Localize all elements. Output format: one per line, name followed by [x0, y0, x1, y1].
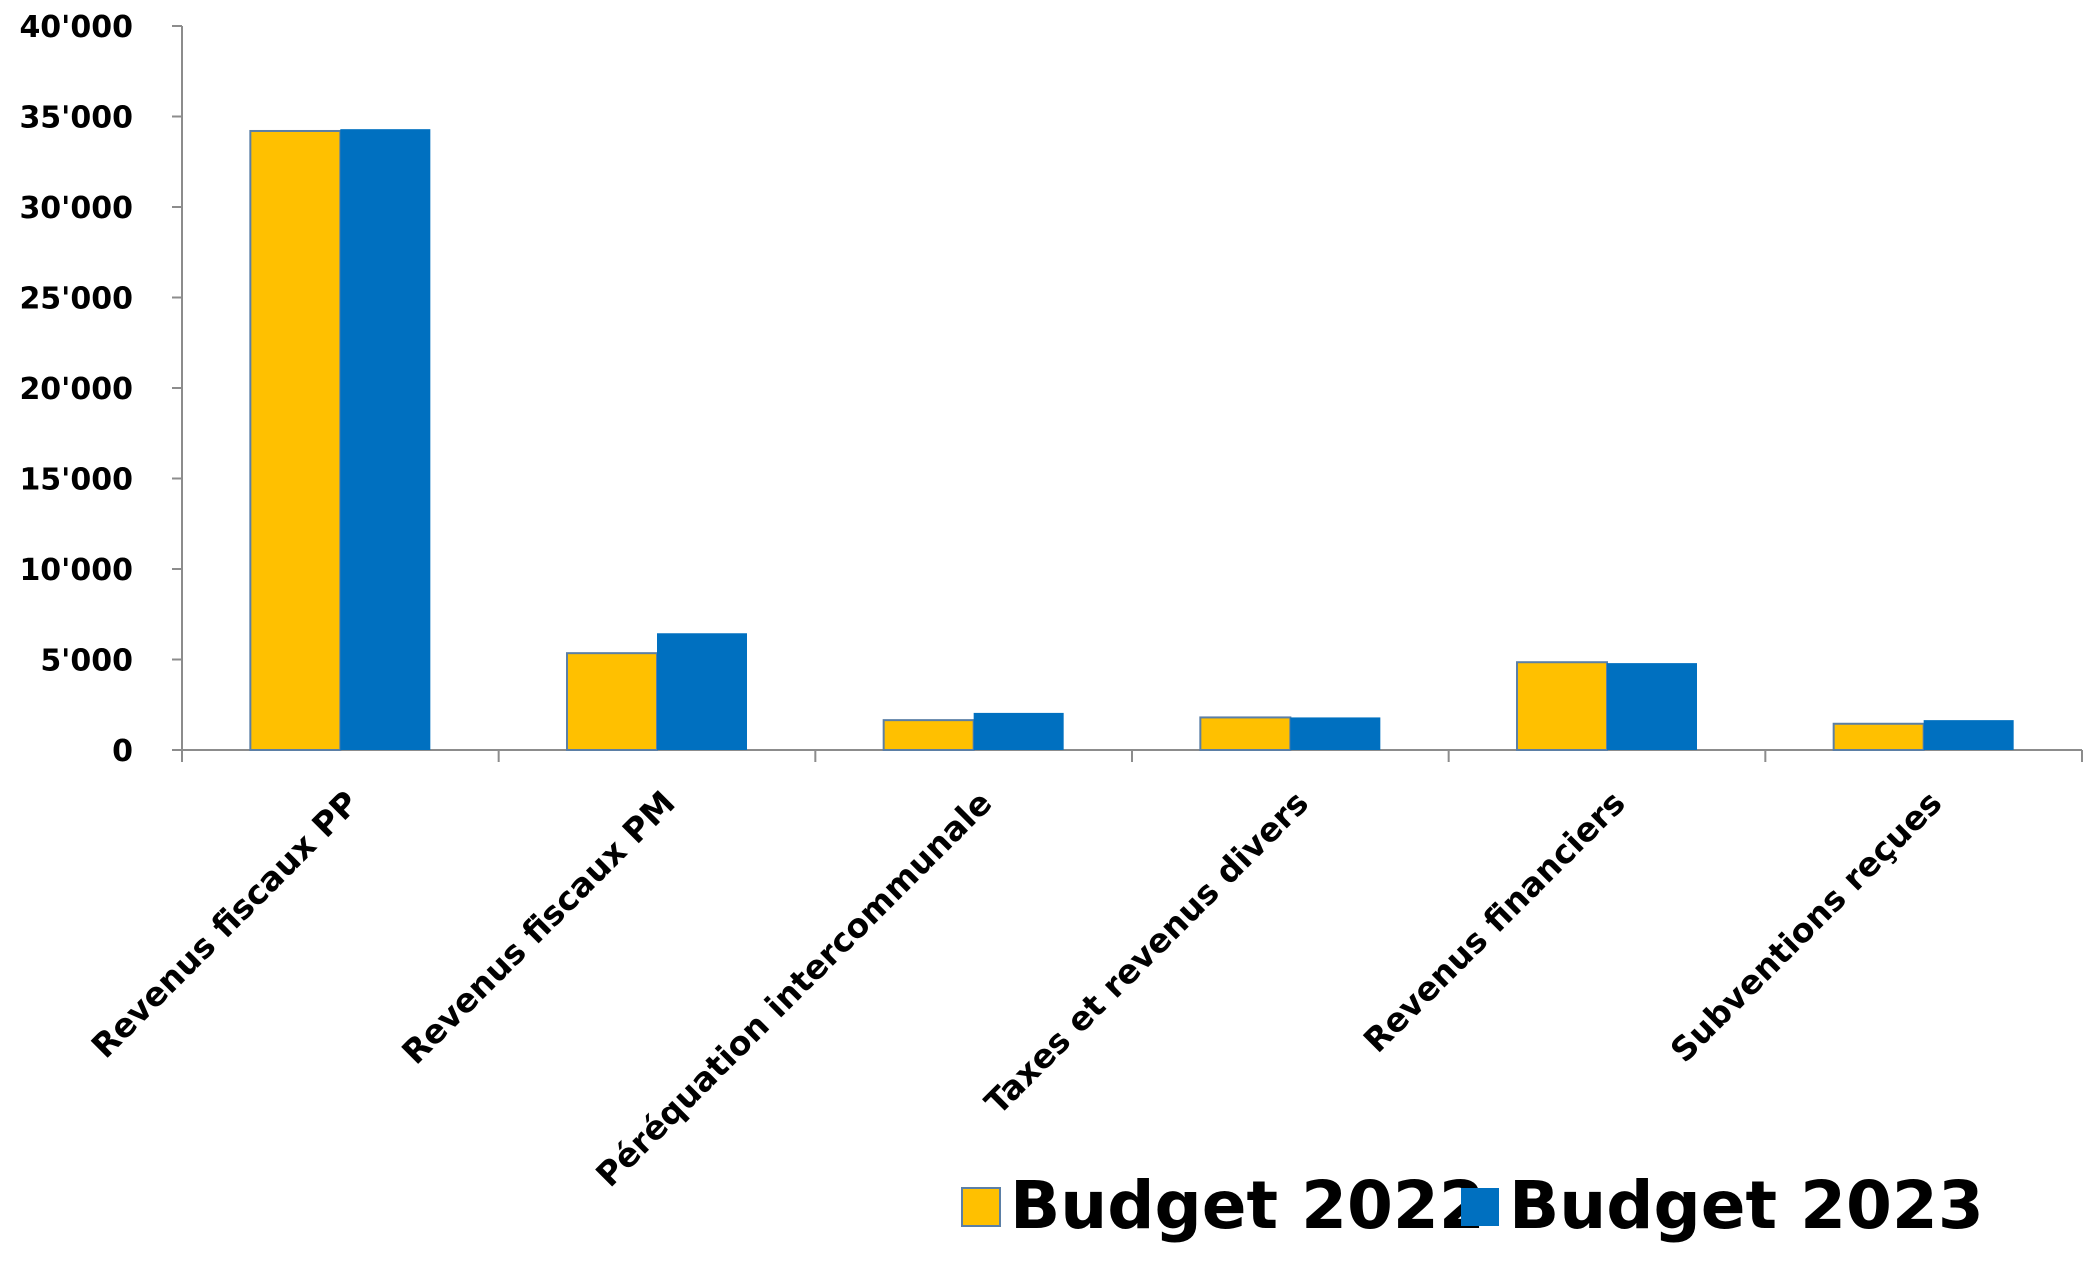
category-label: Péréquation intercommunale: [588, 783, 999, 1194]
y-tick-label: 30'000: [19, 191, 133, 226]
legend-swatch: [961, 1187, 1001, 1227]
category-label: Revenus fiscaux PP: [84, 783, 366, 1065]
legend-item: Budget 2023: [1461, 1167, 1984, 1244]
legend-item: Budget 2022: [961, 1167, 1485, 1244]
bar-budget-2023-1: [657, 633, 747, 750]
category-label: Revenus fiscaux PM: [394, 783, 683, 1072]
y-tick-label: 40'000: [19, 10, 133, 45]
bar-budget-2023-2: [973, 712, 1064, 750]
y-tick-label: 35'000: [19, 101, 133, 136]
bar-budget-2022-0: [249, 129, 342, 752]
y-tick-label: 10'000: [19, 553, 133, 588]
bar-budget-2023-5: [1923, 720, 2014, 750]
bar-budget-2023-3: [1290, 717, 1381, 750]
y-axis: 0 5'000 10'000 15'000 20'000 25'000 30'000 35'0…: [19, 10, 183, 769]
bar-budget-2022-3: [1199, 716, 1292, 751]
bars: [249, 129, 2014, 752]
y-tick-label: 15'000: [19, 463, 133, 498]
legend-label: Budget 2022: [1010, 1167, 1485, 1244]
bar-budget-2022-1: [566, 652, 658, 751]
category-label: Revenus financiers: [1356, 783, 1633, 1060]
category-label: Subventions reçues: [1663, 783, 1950, 1070]
y-tick-label: 25'000: [19, 282, 133, 317]
y-tick-label: 0: [112, 734, 133, 769]
bar-budget-2023-4: [1607, 663, 1697, 750]
legend: Budget 2022 Budget 2023: [961, 1167, 1984, 1244]
bar-budget-2022-4: [1516, 661, 1608, 752]
legend-swatch: [1461, 1188, 1499, 1226]
bar-budget-2022-5: [1832, 722, 1925, 752]
legend-label: Budget 2023: [1509, 1167, 1984, 1244]
bar-budget-2023-0: [340, 129, 431, 751]
bar-budget-2022-2: [882, 719, 975, 752]
category-labels: Revenus fiscaux PP Revenus fiscaux PMPéré…: [84, 783, 1950, 1194]
y-tick-label: 5'000: [40, 644, 133, 679]
category-label: Taxes et revenus divers: [977, 783, 1316, 1122]
y-tick-label: 20'000: [19, 372, 133, 407]
x-axis: [181, 749, 2083, 762]
